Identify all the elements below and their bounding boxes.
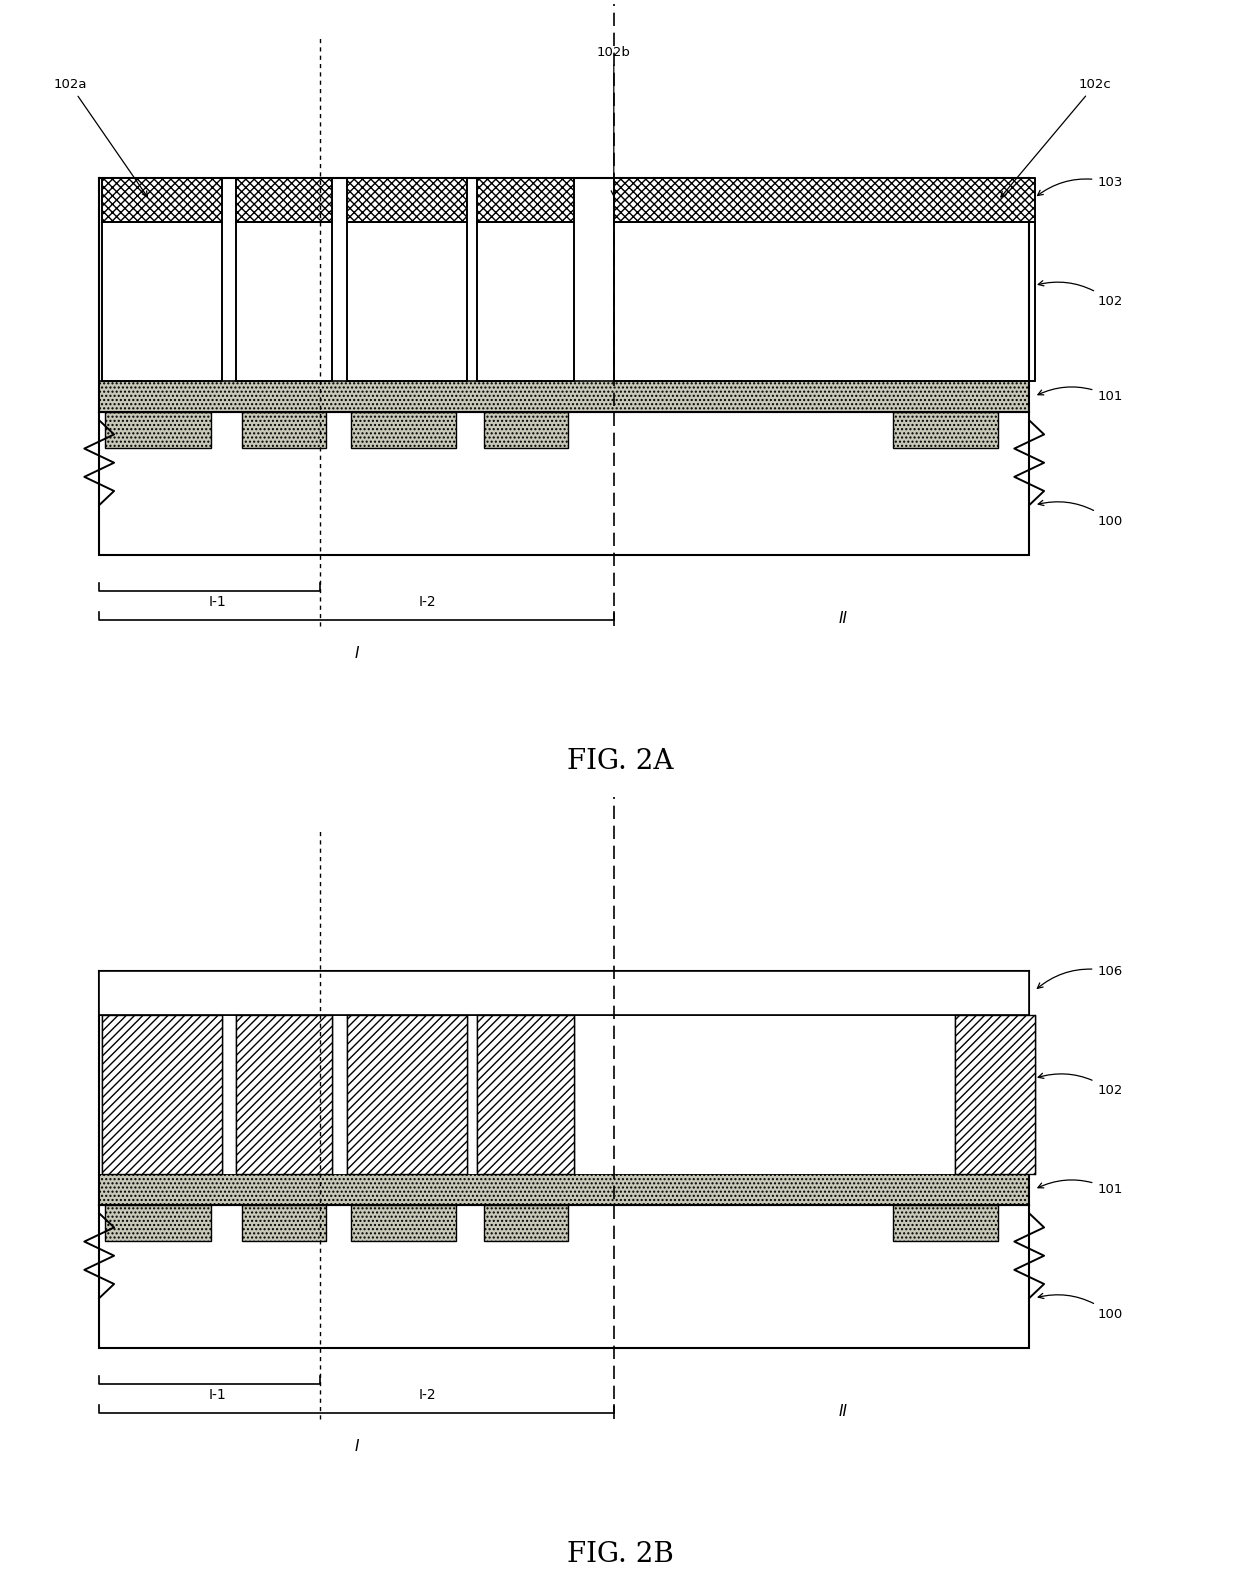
Text: 100: 100 — [1038, 1293, 1122, 1321]
Bar — [477, 222, 574, 381]
Bar — [236, 178, 332, 222]
Bar — [105, 1205, 211, 1240]
Text: I: I — [355, 1440, 358, 1454]
Bar — [236, 1015, 332, 1174]
Bar — [347, 1015, 467, 1174]
Bar — [614, 222, 1035, 381]
Bar — [347, 1015, 467, 1174]
Bar — [955, 1015, 1035, 1174]
Bar — [105, 412, 211, 449]
Bar — [484, 1205, 568, 1240]
Bar — [99, 1174, 1029, 1205]
Text: 100: 100 — [1038, 500, 1122, 528]
Bar — [614, 178, 1035, 222]
Bar — [236, 222, 332, 381]
Bar — [477, 1015, 574, 1174]
Text: I-1: I-1 — [208, 595, 226, 609]
Bar — [236, 222, 332, 381]
Bar — [347, 178, 467, 222]
Text: I-2: I-2 — [419, 1388, 436, 1402]
Bar — [242, 412, 326, 449]
Bar — [236, 1015, 332, 1174]
Bar — [477, 178, 574, 222]
Bar — [955, 1015, 1035, 1174]
Bar — [347, 222, 467, 381]
Bar — [347, 222, 467, 381]
Bar — [99, 1015, 1029, 1174]
Text: 102: 102 — [1038, 281, 1122, 308]
Text: 106: 106 — [1038, 964, 1122, 988]
Text: 101: 101 — [1038, 387, 1122, 403]
Text: FIG. 2B: FIG. 2B — [567, 1540, 673, 1569]
Bar — [99, 412, 1029, 555]
Bar — [102, 1015, 222, 1174]
Bar — [102, 178, 222, 222]
Bar — [484, 412, 568, 449]
Bar — [351, 412, 456, 449]
Text: II: II — [838, 611, 848, 625]
Text: 102a: 102a — [53, 78, 148, 197]
Bar — [102, 222, 222, 381]
Text: FIG. 2A: FIG. 2A — [567, 747, 673, 776]
Text: 102c: 102c — [1001, 78, 1111, 197]
Bar — [99, 1205, 1029, 1348]
Text: II: II — [838, 1404, 848, 1418]
Bar — [99, 381, 1029, 412]
Bar — [99, 971, 1029, 1015]
Bar — [351, 1205, 456, 1240]
Bar — [477, 1015, 574, 1174]
Text: 102b: 102b — [596, 46, 631, 197]
Bar — [242, 1205, 326, 1240]
Text: 103: 103 — [1038, 176, 1122, 195]
Text: I: I — [355, 647, 358, 661]
Text: I-1: I-1 — [208, 1388, 226, 1402]
Text: 102: 102 — [1038, 1074, 1122, 1098]
Bar — [477, 222, 574, 381]
Bar — [99, 1015, 1029, 1174]
Bar — [614, 222, 1035, 381]
Text: 101: 101 — [1038, 1180, 1122, 1196]
Bar — [893, 412, 998, 449]
Bar — [102, 1015, 222, 1174]
Bar — [893, 1205, 998, 1240]
Bar — [102, 222, 222, 381]
Text: I-2: I-2 — [419, 595, 436, 609]
